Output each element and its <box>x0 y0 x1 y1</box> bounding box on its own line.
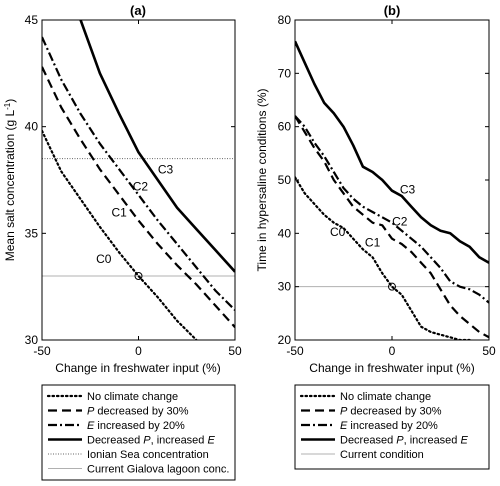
panel-b-axes: -50 0 50 20 30 40 50 60 70 80 <box>278 13 496 358</box>
panel-b-y-axis-label: Time in hypersaline conditions (%) <box>255 89 269 272</box>
panel-b-x-axis-label: Change in freshwater input (%) <box>309 361 474 375</box>
panel-a-series-line-4 <box>79 20 235 273</box>
panel-a-curve-label-c1: C1 <box>112 205 128 219</box>
panel-a-legend-label-3: E increased by 20% <box>87 420 185 432</box>
panel-b-legend-label-5: Current condition <box>340 449 424 461</box>
panel-b-title: (b) <box>384 3 401 18</box>
panel-b-series-line-1 <box>295 176 471 340</box>
panel-a-x-tick-label: 50 <box>228 344 242 358</box>
panel-a-curve-label-c0: C0 <box>96 252 112 266</box>
panel-b-x-tick-label: 50 <box>482 344 496 358</box>
panel-a-y-tick-label: 45 <box>25 13 39 27</box>
panel-b: (b) C0 C1 C2 C3 -50 0 50 20 30 40 50 60 70 80 Change… <box>255 3 496 470</box>
panel-b-current-marker <box>388 282 396 291</box>
panel-b-legend-label-4: Decreased P, increased E <box>340 435 468 447</box>
panel-b-plot-area: C0 C1 C2 C3 <box>295 40 489 340</box>
panel-a-y-tick-label: 40 <box>25 120 39 134</box>
panel-b-legend-label-3: E increased by 20% <box>340 420 438 432</box>
panel-b-series-line-2 <box>295 115 489 339</box>
panel-b-legend: No climate change P decreased by 30% E inc… <box>294 384 490 470</box>
panel-b-legend-box <box>294 384 490 470</box>
panel-b-y-tick-label: 80 <box>278 13 292 27</box>
panel-b-curve-label-c3: C3 <box>400 182 416 196</box>
panel-b-x-tick-label: 0 <box>389 344 396 358</box>
panel-a-y-tick-label: 35 <box>25 226 39 240</box>
panel-a-title: (a) <box>130 3 146 18</box>
panel-b-y-tick-label: 50 <box>278 173 292 187</box>
panel-a-series-line-1 <box>42 129 198 340</box>
panel-a-x-tick-label: 0 <box>135 344 142 358</box>
panel-b-x-tick-label: -50 <box>286 344 304 358</box>
panel-a-legend-label-6: Current Gialova lagoon conc. <box>87 464 229 476</box>
panel-b-legend-label-1: No climate change <box>340 391 431 403</box>
panel-b-y-tick-label: 60 <box>278 120 292 134</box>
panel-a-curve-label-c2: C2 <box>133 180 149 194</box>
panel-b-y-tick-label: 30 <box>278 280 292 294</box>
panel-a-y-tick-label: 30 <box>25 333 39 347</box>
panel-a-legend: No climate change P decreased by 30% E inc… <box>41 384 236 481</box>
panel-a-legend-label-2: P decreased by 30% <box>87 406 189 418</box>
panel-b-y-tick-label: 20 <box>278 333 292 347</box>
panel-b-series-line-4 <box>295 40 489 264</box>
panel-a-current-marker <box>134 272 143 280</box>
panel-b-legend-label-2: P decreased by 30% <box>340 406 442 418</box>
panel-a-x-axis-label: Change in freshwater input (%) <box>55 361 220 375</box>
panel-a-axes: -50 0 50 30 35 40 45 <box>25 13 242 358</box>
panel-a-legend-label-5: Ionian Sea concentration <box>87 449 209 461</box>
panel-a-series-line-2 <box>42 66 235 328</box>
panel-b-y-tick-label: 70 <box>278 66 292 80</box>
panel-b-y-tick-label: 40 <box>278 226 292 240</box>
panel-a-legend-label-4: Decreased P, increased E <box>87 435 215 447</box>
panel-b-curve-label-c2: C2 <box>392 214 408 228</box>
panel-b-series-line-3 <box>295 115 489 304</box>
panel-a-series-line-3 <box>42 36 235 311</box>
panel-a-legend-label-1: No climate change <box>87 391 178 403</box>
panel-a-x-tick-label: -50 <box>33 344 51 358</box>
panel-b-curve-label-c0: C0 <box>330 225 346 239</box>
panel-a: (a) C0 C1 C2 C3 -50 0 50 30 35 40 45 Change in fr… <box>3 3 242 481</box>
panel-b-axes-box <box>294 19 490 341</box>
panel-b-curve-label-c1: C1 <box>365 236 381 250</box>
panel-a-plot-area: C0 C1 C2 C3 <box>42 20 235 340</box>
panel-a-legend-box <box>41 384 236 481</box>
panel-a-y-axis-label: Mean salt concentration (g L-1) <box>3 99 18 262</box>
panel-a-curve-label-c3: C3 <box>158 163 174 177</box>
